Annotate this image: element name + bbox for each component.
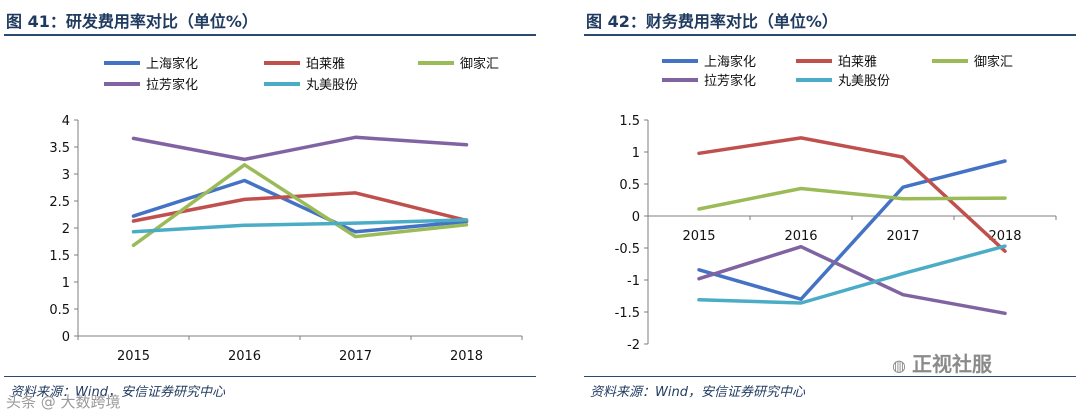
wechat-icon: ◍ — [892, 356, 906, 375]
figure-41-source: 资料来源：Wind，安信证券研究中心 — [10, 385, 225, 400]
title-rule — [584, 34, 1076, 36]
y-tick-label: 1 — [62, 276, 70, 291]
y-tick-label: 2 — [62, 222, 70, 237]
series-line-0 — [697, 159, 1007, 301]
legend-label: 丸美股份 — [838, 74, 890, 89]
watermark-zhengshi: ◍ 正视社服 — [892, 348, 992, 377]
x-tick-label: 2018 — [988, 229, 1021, 244]
y-tick-label: 0.5 — [49, 303, 70, 318]
series-line-1 — [131, 191, 469, 223]
y-tick-label: 0 — [62, 330, 70, 345]
legend-label: 上海家化 — [146, 56, 198, 72]
y-tick-label: -2 — [627, 338, 640, 353]
figure-42-source: 资料来源：Wind，安信证券研究中心 — [590, 385, 805, 400]
series-line-0 — [131, 178, 469, 234]
x-tick-label: 2017 — [339, 349, 372, 364]
legend-label: 御家汇 — [974, 54, 1013, 70]
y-tick-label: 4 — [62, 114, 70, 129]
watermark-text: 正视社服 — [911, 352, 992, 376]
series-line-4 — [697, 244, 1007, 305]
y-tick-label: 0.5 — [619, 178, 640, 193]
y-tick-label: 3 — [62, 168, 70, 183]
source-rule — [584, 376, 1076, 377]
x-tick-label: 2016 — [784, 229, 817, 244]
legend-label: 丸美股份 — [306, 78, 358, 93]
x-tick-label: 2017 — [886, 229, 919, 244]
series-line-4 — [131, 218, 469, 234]
y-tick-label: 1 — [632, 146, 640, 161]
figure-41: 图 41：研发费用率对比（单位%） 上海家化 珀莱雅 御家汇拉芳家化 丸美股份 0 0.5… — [4, 12, 536, 400]
figure-42: 图 42：财务费用率对比（单位%） 上海家化 珀莱雅 御家汇拉芳家化 丸美股份 -2 -1… — [580, 0, 1080, 412]
y-tick-label: 1.5 — [619, 114, 640, 129]
legend-label: 御家汇 — [460, 56, 499, 72]
legend-label: 珀莱雅 — [838, 55, 877, 70]
legend-label: 上海家化 — [704, 54, 756, 70]
y-tick-label: 2.5 — [49, 195, 70, 210]
x-tick-label: 2015 — [117, 349, 150, 364]
legend-label: 拉芳家化 — [146, 77, 198, 93]
x-tick-label: 2016 — [228, 349, 261, 364]
figure-42-title: 图 42：财务费用率对比（单位%） — [586, 12, 838, 31]
y-tick-label: -1 — [627, 274, 640, 289]
y-tick-label: -1.5 — [615, 306, 640, 321]
legend-label: 拉芳家化 — [704, 73, 756, 89]
x-tick-label: 2018 — [450, 349, 483, 364]
y-tick-label: -0.5 — [615, 242, 640, 257]
x-tick-label: 2015 — [682, 229, 715, 244]
series-line-3 — [697, 244, 1007, 316]
series-line-3 — [131, 135, 469, 162]
watermark-toutiao: 头条 @ 大数跨境 — [6, 393, 121, 411]
y-tick-label: 3.5 — [49, 141, 70, 156]
title-rule — [4, 34, 536, 36]
y-tick-label: 0 — [632, 210, 640, 225]
legend-label: 珀莱雅 — [306, 57, 345, 72]
series-line-2 — [697, 186, 1007, 211]
series-line-1 — [697, 136, 1007, 253]
figure-41-title: 图 41：研发费用率对比（单位%） — [6, 12, 258, 31]
y-tick-label: 1.5 — [49, 249, 70, 264]
source-rule — [4, 376, 536, 377]
series-line-2 — [131, 163, 469, 248]
